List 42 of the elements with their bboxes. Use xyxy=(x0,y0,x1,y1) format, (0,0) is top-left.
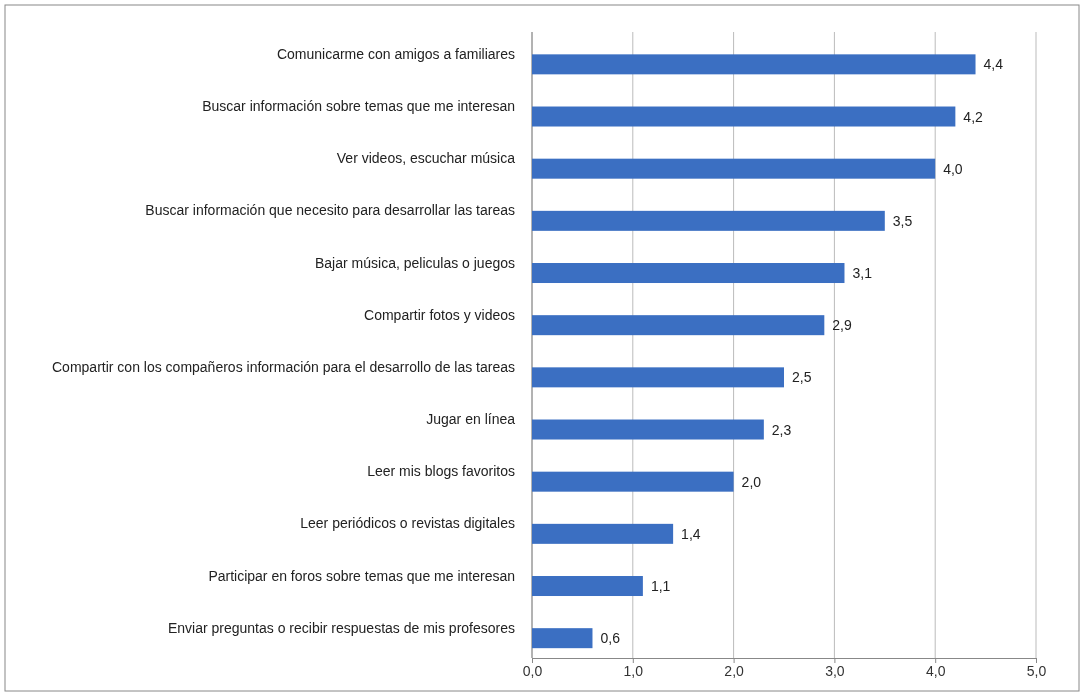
data-label: 2,5 xyxy=(792,369,812,386)
y-tick-label: Bajar música, peliculas o juegos xyxy=(315,254,515,271)
y-tick-label: Leer mis blogs favoritos xyxy=(367,463,515,480)
bar xyxy=(532,158,936,179)
x-tick-label: 2,0 xyxy=(724,662,745,679)
data-label: 4,2 xyxy=(963,108,984,125)
data-label: 3,5 xyxy=(892,212,913,229)
data-label: 1,1 xyxy=(650,578,671,595)
bar xyxy=(532,106,956,127)
data-label: 4,0 xyxy=(943,160,963,177)
bar xyxy=(532,210,885,231)
bar xyxy=(532,367,784,388)
y-tick-label: Participar en foros sobre temas que me interesan xyxy=(208,567,515,584)
data-label: 3,1 xyxy=(852,265,873,282)
x-tick-label: 5,0 xyxy=(1026,662,1047,679)
data-label: 1,4 xyxy=(681,525,701,542)
data-label: 2,9 xyxy=(832,317,852,334)
bar xyxy=(532,263,845,284)
y-tick-label: Comunicarme con amigos a familiares xyxy=(276,45,515,62)
x-tick-label: 1,0 xyxy=(623,662,644,679)
y-tick-label: Buscar información sobre temas que me interesan xyxy=(202,98,515,115)
x-tick-label: 3,0 xyxy=(825,662,845,679)
bar xyxy=(532,315,825,336)
y-tick-label: Enviar preguntas o recibir respuestas de mis profesores xyxy=(167,619,515,636)
bar xyxy=(532,576,643,597)
bar xyxy=(532,523,674,544)
y-tick-label: Jugar en línea xyxy=(426,411,516,428)
y-tick-label: Buscar información que necesito para desarrollar las tareas xyxy=(145,202,515,219)
x-tick-label: 0,0 xyxy=(522,662,543,679)
bar xyxy=(532,628,593,649)
y-tick-label: Compartir con los compañeros información para el desarrollo de las tareas xyxy=(52,358,515,375)
x-tick-label: 4,0 xyxy=(925,662,946,679)
y-tick-label: Compartir fotos y videos xyxy=(364,306,515,323)
data-label: 4,4 xyxy=(983,56,1004,73)
bar xyxy=(532,54,976,75)
data-label: 2,3 xyxy=(771,421,792,438)
data-label: 0,6 xyxy=(600,630,621,647)
y-tick-label: Leer periódicos o revistas digitales xyxy=(300,515,515,532)
y-tick-label: Ver videos, escuchar música xyxy=(336,150,516,167)
bar xyxy=(532,419,764,440)
data-label: 2,0 xyxy=(741,473,762,490)
bar xyxy=(532,471,734,492)
